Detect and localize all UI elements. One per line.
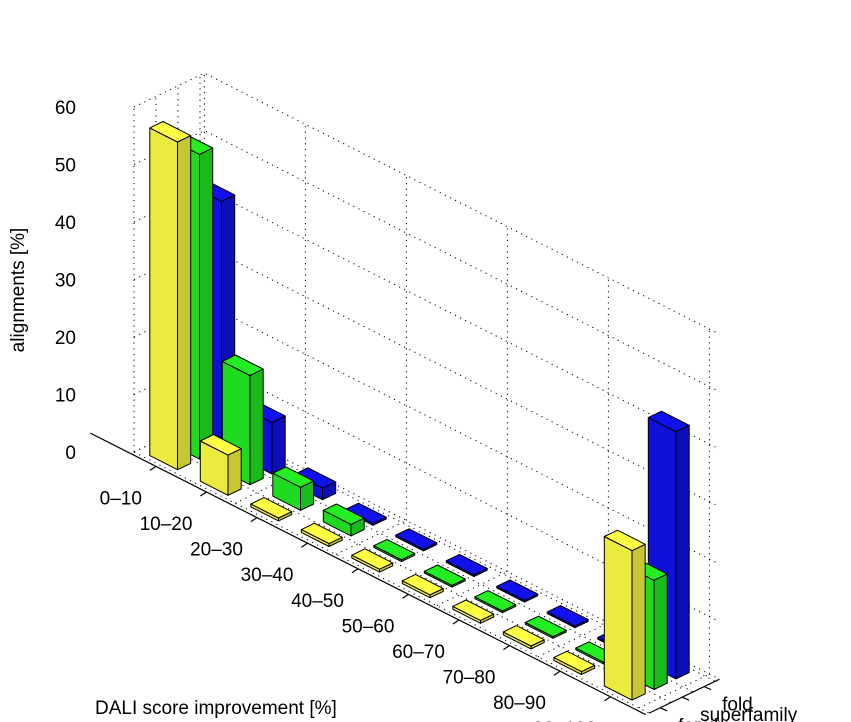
bar-top-face xyxy=(272,466,315,488)
depth-tick xyxy=(659,707,668,712)
bar-side-face xyxy=(675,424,690,680)
z-tick-label: 30 xyxy=(55,271,76,292)
bar-family-9 xyxy=(603,529,646,701)
bar-superfamily-3 xyxy=(322,503,365,537)
depth-tick xyxy=(681,696,690,701)
x-tick-label: 30–40 xyxy=(241,565,294,586)
labels-layer: 0 10 20 30 40 50 60 0–10 10–20 20–30 30–40 40–50 50–… xyxy=(55,98,798,722)
bar-superfamily-6 xyxy=(474,590,517,614)
depth-tick xyxy=(703,686,712,691)
depth-axis-line xyxy=(648,678,720,714)
bar-top-face xyxy=(199,434,242,456)
bar-superfamily-1 xyxy=(221,354,264,486)
x-axis-label: DALI score improvement [%] xyxy=(95,698,337,719)
bar-fold-6 xyxy=(496,579,539,603)
x-tick xyxy=(452,619,460,625)
bar-top-face xyxy=(445,553,488,576)
depth-tick-label: superfamily xyxy=(700,705,798,722)
z-tick-label: 0 xyxy=(65,443,76,464)
bar-family-8 xyxy=(553,650,596,675)
bar-superfamily-2 xyxy=(272,466,315,511)
z-axis-label: alignments [%] xyxy=(8,228,29,353)
depth-gridline-floor xyxy=(133,451,650,714)
x-tick xyxy=(149,465,157,471)
z-tick-label: 20 xyxy=(55,328,76,349)
bar-family-5 xyxy=(401,573,444,599)
bar-side-face xyxy=(631,543,646,701)
x-tick xyxy=(301,542,308,548)
bar-top-face xyxy=(373,538,416,561)
bar-superfamily-5 xyxy=(423,564,466,588)
bar-fold-7 xyxy=(546,605,589,629)
bar-side-face xyxy=(227,448,242,496)
x-tick xyxy=(503,645,510,651)
z-tick-label: 10 xyxy=(55,386,76,407)
depth-tick-label: family xyxy=(678,716,728,722)
x-tick-label: 80–90 xyxy=(493,693,546,714)
x-tick-label: 20–30 xyxy=(190,540,243,561)
x-tick-label: 50–60 xyxy=(342,616,395,637)
bar-superfamily-7 xyxy=(524,615,567,639)
bar-family-3 xyxy=(300,522,343,547)
z-tick-label: 50 xyxy=(55,156,76,177)
bar-top-face xyxy=(502,625,545,647)
x-tick-label: 70–80 xyxy=(443,668,496,689)
bar-fold-5 xyxy=(445,553,488,577)
bar-front-face xyxy=(603,536,633,701)
x-tick-label: 60–70 xyxy=(392,642,445,663)
z-tick-label: 40 xyxy=(55,213,76,234)
bar-side-face xyxy=(271,415,286,475)
x-tick xyxy=(351,568,359,574)
bar-family-0 xyxy=(149,121,192,471)
x-tick-label: 0–10 xyxy=(100,488,142,509)
depth-tick-label: fold xyxy=(722,695,753,716)
bar-family-1 xyxy=(199,434,242,496)
bar-top-face xyxy=(603,529,646,552)
bar-top-face xyxy=(322,503,365,525)
bar-side-face xyxy=(199,147,214,460)
x-tick-label: 10–20 xyxy=(140,514,193,535)
bar-side-face xyxy=(177,135,192,471)
x-tick xyxy=(402,593,409,599)
bar-family-7 xyxy=(502,625,545,650)
x-tick xyxy=(200,491,207,497)
bar-top-face xyxy=(496,579,539,601)
x-tick xyxy=(250,517,258,523)
bar-top-face xyxy=(300,522,343,545)
bar-top-face xyxy=(524,615,567,638)
bar-top-face xyxy=(221,354,264,376)
bar-family-2 xyxy=(250,497,293,522)
x-tick-label: 40–50 xyxy=(291,591,344,612)
bar-top-face xyxy=(149,121,192,143)
x-tick xyxy=(553,670,561,676)
bar-family-4 xyxy=(351,548,394,573)
bar-top-face xyxy=(250,497,293,519)
x-tick xyxy=(604,696,611,702)
bar-top-face xyxy=(351,548,394,570)
bar-top-face xyxy=(401,573,444,596)
bar-top-face xyxy=(474,590,517,612)
bar-superfamily-4 xyxy=(373,538,416,562)
bar-top-face xyxy=(395,528,438,550)
x-axis-line xyxy=(90,432,647,716)
bar-front-face xyxy=(149,127,178,471)
z-tick-label: 60 xyxy=(55,98,76,119)
bar-side-face xyxy=(653,573,668,690)
bar-top-face xyxy=(553,650,596,673)
bar-family-6 xyxy=(452,599,495,624)
bar-fold-4 xyxy=(395,528,438,552)
x-tick-label: 90–100 xyxy=(533,719,596,722)
bar-top-face xyxy=(423,564,466,586)
bar-top-face xyxy=(452,599,495,621)
bar-top-face xyxy=(546,605,589,627)
bar-side-face xyxy=(249,368,264,486)
bars-layer xyxy=(149,121,690,701)
bar-top-face xyxy=(647,410,690,433)
